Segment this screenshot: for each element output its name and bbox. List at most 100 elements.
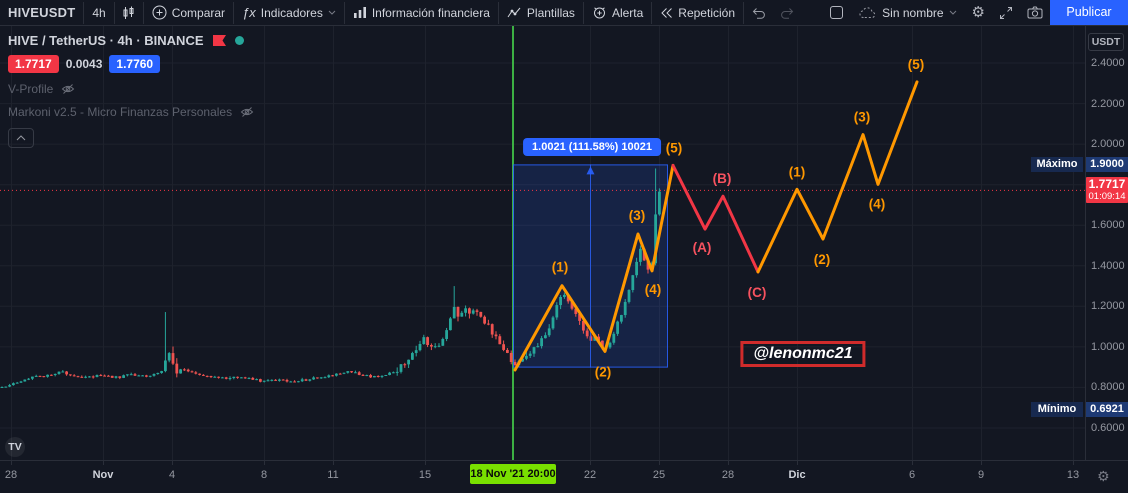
time-tick-mark <box>981 461 982 465</box>
time-tick-label: Nov <box>92 469 114 481</box>
cloud-save-button[interactable]: Sin nombre <box>851 0 964 25</box>
alert-label: Alerta <box>611 5 644 20</box>
cloud-icon <box>859 7 876 18</box>
snapshot-button[interactable] <box>1020 0 1050 25</box>
indicator-template-icon <box>507 7 521 18</box>
price-tick-label: 1.2000 <box>1091 300 1125 313</box>
separator <box>582 1 584 24</box>
time-tick-mark <box>103 461 104 465</box>
legend-symbol-row[interactable]: HIVE / TetherUS · 4h · BINANCE <box>8 33 254 48</box>
indicators-button[interactable]: ƒx Indicadores <box>234 0 344 25</box>
layout-icon <box>830 6 844 19</box>
time-tick-label: 28 <box>721 469 735 481</box>
maximo-level-label: Máximo <box>1031 157 1083 172</box>
indicator-row[interactable]: V-Profile <box>8 82 254 96</box>
time-tick-mark <box>172 461 173 465</box>
wave-line-impulse-2-5[interactable] <box>756 80 919 274</box>
price-axis-border <box>1085 26 1086 493</box>
tradingview-logo[interactable]: TV <box>5 437 25 457</box>
bid-price-chip: 1.7717 <box>8 55 59 73</box>
time-tick-label: Dic <box>788 469 806 481</box>
ask-price-chip: 1.7760 <box>109 55 161 73</box>
separator <box>651 1 653 24</box>
chart-pane[interactable]: (1) (2) (3) (4) (5) (A) (B) (C) (1) (2) (3) (4) (5) <box>0 26 1085 460</box>
eye-off-icon[interactable] <box>240 106 254 118</box>
alert-button[interactable]: Alerta <box>584 0 651 25</box>
compare-label: Comparar <box>171 5 226 20</box>
time-tick-label: 8 <box>260 469 268 481</box>
wave-line-impulse-1-5[interactable] <box>513 163 675 372</box>
undo-button[interactable] <box>744 0 773 25</box>
scale-settings-gear-icon[interactable]: ⚙ <box>1097 468 1110 484</box>
bar-chart-icon <box>353 7 366 18</box>
time-tick-mark <box>333 461 334 465</box>
wave-label: (5) <box>666 140 683 155</box>
time-tick-label: 4 <box>168 469 176 481</box>
wave-label: (5) <box>908 57 925 72</box>
bar-countdown: 01:09:14 <box>1088 191 1126 202</box>
publish-button[interactable]: Publicar <box>1050 0 1128 25</box>
fullscreen-button[interactable] <box>992 0 1020 25</box>
time-tick-mark <box>797 461 798 465</box>
plus-circle-icon <box>152 5 167 20</box>
time-tick-label: 25 <box>652 469 666 481</box>
camera-icon <box>1027 6 1043 19</box>
candlesticks <box>0 168 661 388</box>
chart-legend: HIVE / TetherUS · 4h · BINANCE 1.7717 0.… <box>8 33 254 148</box>
layout-button[interactable] <box>822 0 851 25</box>
wave-label: (1) <box>552 260 569 275</box>
time-scale[interactable]: 18 Nov '21 20:00 ⚙ 28 Nov 4 8 11 15 22 25 28 Dic 6… <box>0 460 1128 493</box>
candlestick-icon <box>123 6 134 19</box>
wave-label: (4) <box>869 196 886 211</box>
redo-button[interactable] <box>773 0 802 25</box>
templates-button[interactable]: Plantillas <box>499 0 583 25</box>
legend-values-row: 1.7717 0.0043 1.7760 <box>8 55 254 73</box>
minimo-level-label: Mínimo <box>1031 402 1083 417</box>
wave-label: (3) <box>854 110 871 125</box>
eye-off-icon[interactable] <box>61 83 75 95</box>
time-tick-mark <box>1073 461 1074 465</box>
price-tick-label: 2.0000 <box>1091 138 1125 151</box>
price-tick-label: 0.6000 <box>1091 422 1125 434</box>
time-tick-label: 13 <box>1066 469 1080 481</box>
alarm-clock-icon <box>593 7 605 19</box>
symbol-button[interactable]: HIVEUSDT <box>0 0 83 25</box>
interval-button[interactable]: 4h <box>84 0 113 25</box>
compare-button[interactable]: Comparar <box>144 0 233 25</box>
financials-label: Información financiera <box>371 5 490 20</box>
measurement-label[interactable]: 1.0021 (111.58%) 10021 <box>523 138 661 156</box>
top-toolbar: HIVEUSDT 4h Comparar ƒx Indicadores <box>0 0 1128 26</box>
indicator-row[interactable]: Markoni v2.5 - Micro Finanzas Personales <box>8 105 254 119</box>
time-tick-mark <box>264 461 265 465</box>
chart-type-button[interactable] <box>115 0 143 25</box>
chevron-down-icon <box>949 10 956 15</box>
separator <box>83 1 85 24</box>
templates-label: Plantillas <box>526 5 575 20</box>
layout-name-label: Sin nombre <box>882 5 944 20</box>
replay-rewind-icon <box>661 7 673 18</box>
replay-label: Repetición <box>678 5 735 20</box>
last-price-value: 1.7717 <box>1088 177 1126 191</box>
time-tick-label: 22 <box>583 469 597 481</box>
toolbar-left-group: HIVEUSDT 4h Comparar ƒx Indicadores <box>0 0 802 25</box>
wave-line-corrective-abc[interactable] <box>671 163 760 274</box>
replay-button[interactable]: Repetición <box>652 0 743 25</box>
wave-label: (2) <box>814 252 831 267</box>
price-tick-label: 2.4000 <box>1091 57 1125 69</box>
time-tick-label: 28 <box>4 469 18 481</box>
financials-button[interactable]: Información financiera <box>345 0 498 25</box>
legend-collapse-button[interactable] <box>8 128 34 148</box>
time-tick-mark <box>912 461 913 465</box>
fx-icon: ƒx <box>242 5 256 20</box>
gear-icon: ⚙ <box>971 4 985 21</box>
redo-icon <box>781 8 794 19</box>
chevron-up-icon <box>16 135 26 141</box>
spread-value: 0.0043 <box>65 57 103 71</box>
flag-icon[interactable] <box>212 35 226 46</box>
settings-button[interactable]: ⚙ <box>965 0 992 25</box>
separator <box>233 1 235 24</box>
time-tick-label: 15 <box>418 469 432 481</box>
maximo-level-value: 1.9000 <box>1086 157 1128 172</box>
wave-label: (B) <box>713 171 732 186</box>
currency-toggle-button[interactable]: USDT <box>1088 33 1124 51</box>
